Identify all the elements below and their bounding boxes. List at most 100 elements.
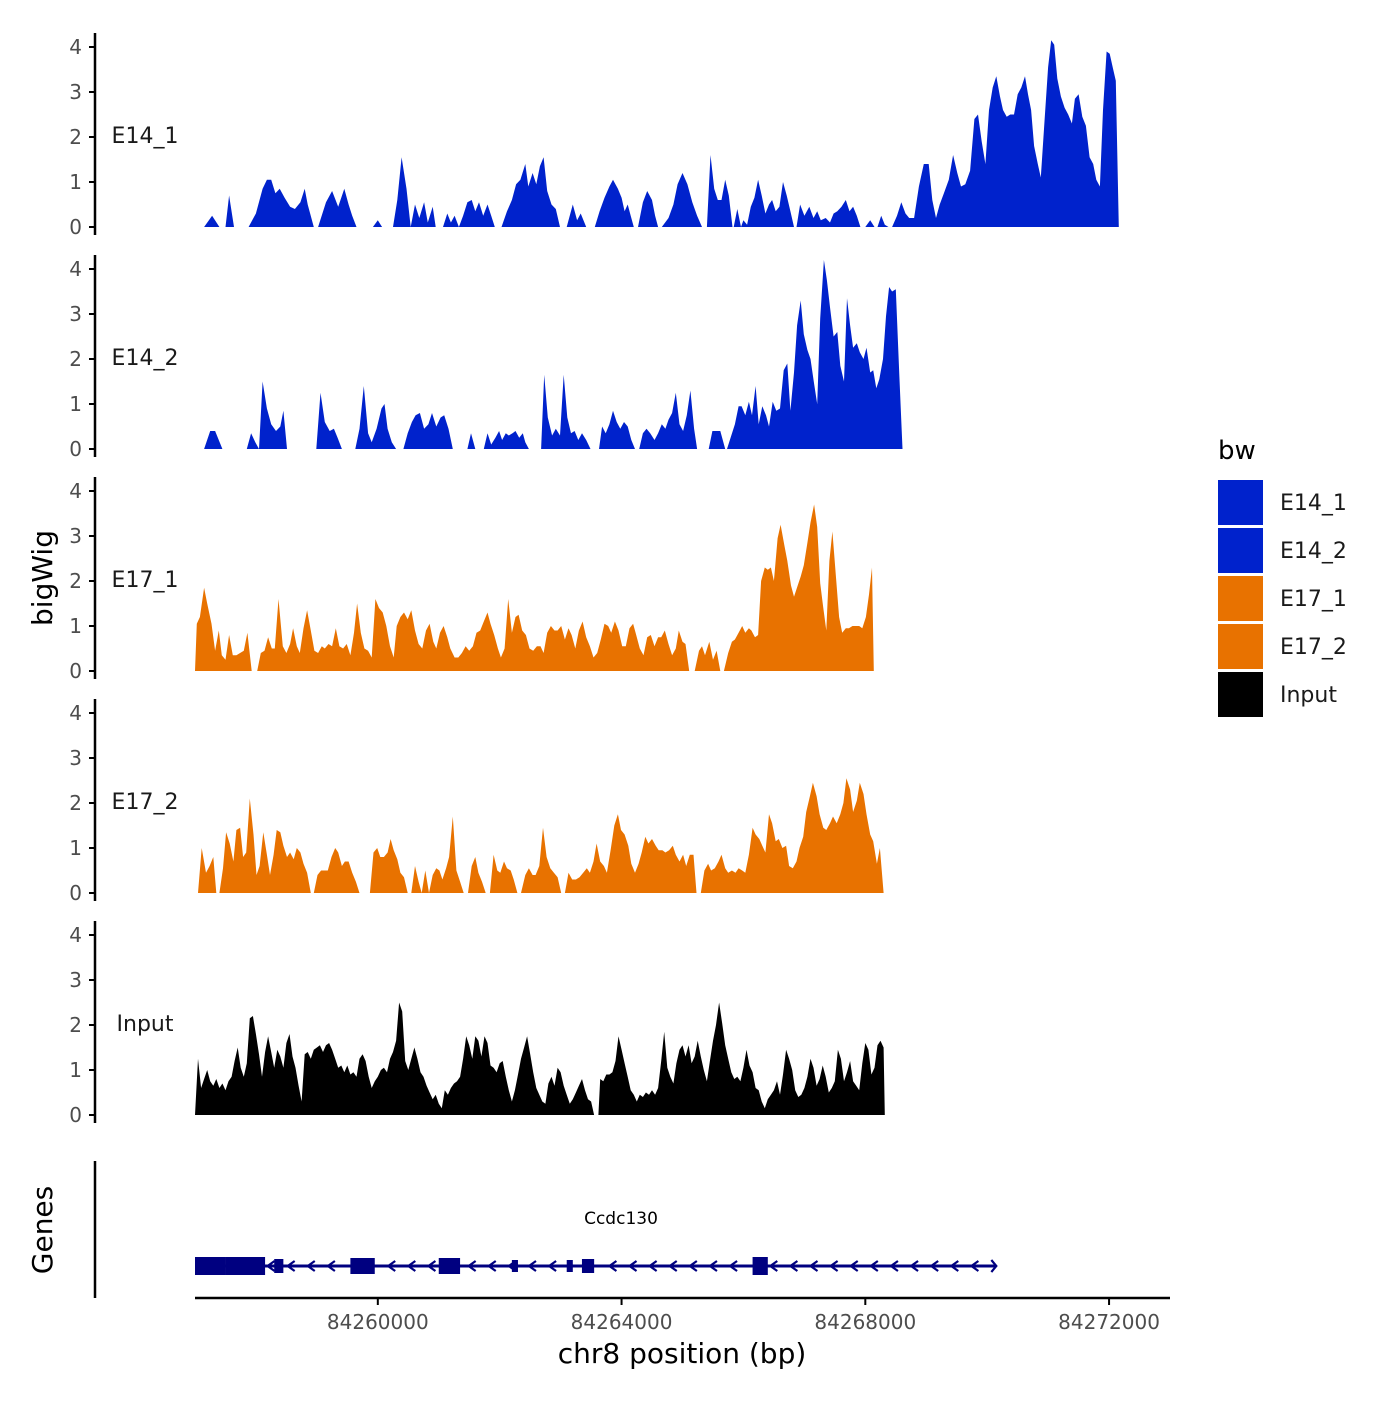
legend-key	[1218, 576, 1263, 621]
track-e17-1: 0 1 2 3 4 E17_1	[69, 477, 874, 683]
y-tick-label: 2	[69, 125, 82, 149]
y-tick-label: 1	[69, 614, 82, 638]
track-label: E17_1	[112, 568, 179, 593]
track-label: E14_1	[112, 124, 179, 149]
strand-arrow	[607, 1260, 618, 1272]
track-e17-2: 0 1 2 3 4 E17_2	[69, 699, 884, 905]
strand-arrow	[627, 1260, 638, 1272]
legend-title: bw	[1218, 436, 1256, 466]
gene-label: Ccdc130	[584, 1209, 658, 1229]
strand-arrow	[949, 1260, 959, 1272]
y-tick-label: 4	[69, 35, 82, 59]
x-tick-label: 84272000	[1058, 1310, 1160, 1334]
legend: bw E14_1 E14_2 E17_1 E17_2 Input	[1218, 436, 1347, 717]
strand-arrow	[547, 1260, 557, 1272]
gene-exon	[566, 1260, 573, 1272]
track-e14-1: 0 1 2 3 4 E14_1	[69, 33, 1119, 239]
legend-label: E17_2	[1280, 635, 1347, 660]
strand-arrow	[305, 1260, 316, 1272]
x-tick-label: 84260000	[327, 1310, 429, 1334]
x-tick-label: 84268000	[814, 1310, 916, 1334]
coverage-area	[204, 40, 1119, 228]
strand-arrow	[808, 1260, 819, 1272]
strand-arrow	[788, 1260, 799, 1272]
legend-label: Input	[1280, 683, 1337, 708]
strand-arrow	[325, 1260, 336, 1272]
y-tick-label: 2	[69, 1013, 82, 1037]
coverage-area	[195, 1002, 885, 1115]
gene-exon	[274, 1259, 284, 1273]
y-tick-label: 2	[69, 791, 82, 815]
strand-arrow	[708, 1260, 718, 1272]
strand-arrow	[265, 1260, 276, 1272]
legend-key	[1218, 672, 1263, 717]
strand-arrow	[828, 1260, 839, 1272]
y-tick-label: 1	[69, 1058, 82, 1082]
strand-arrow	[868, 1260, 879, 1272]
strand-arrow	[909, 1260, 919, 1272]
strand-arrow	[486, 1260, 497, 1272]
strand-arrow	[889, 1260, 899, 1272]
y-tick-label: 0	[69, 1103, 82, 1127]
track-label: Input	[117, 1012, 174, 1037]
legend-key	[1218, 528, 1263, 573]
y-tick-label: 4	[69, 701, 82, 725]
y-tick-label: 4	[69, 479, 82, 503]
y-tick-label: 0	[69, 881, 82, 905]
strand-arrow	[929, 1260, 939, 1272]
gene-exon	[195, 1257, 226, 1275]
y-tick-label: 0	[69, 437, 82, 461]
strand-arrow	[647, 1260, 658, 1272]
legend-key	[1218, 624, 1263, 669]
track-input: 0 1 2 3 4 Input	[69, 921, 885, 1127]
y-tick-label: 4	[69, 257, 82, 281]
genes-panel-title: Genes	[26, 1186, 59, 1274]
legend-label: E14_2	[1280, 539, 1347, 564]
strand-arrow	[687, 1260, 698, 1272]
strand-arrow	[728, 1260, 738, 1272]
track-label: E17_2	[112, 790, 179, 815]
track-e14-2: 0 1 2 3 4 E14_2	[69, 255, 903, 461]
y-axis-title: bigWig	[26, 530, 59, 626]
strand-arrow	[768, 1260, 778, 1272]
coverage-area	[204, 260, 903, 449]
strand-arrow	[506, 1260, 517, 1272]
y-tick-label: 1	[69, 836, 82, 860]
y-tick-label: 2	[69, 569, 82, 593]
track-label: E14_2	[112, 346, 179, 371]
x-axis-title: chr8 position (bp)	[558, 1337, 807, 1370]
y-tick-label: 3	[69, 80, 82, 104]
y-tick-label: 4	[69, 923, 82, 947]
strand-arrow	[848, 1260, 859, 1272]
gene-exon	[511, 1260, 518, 1272]
gene-model-ccdc130	[195, 1257, 998, 1275]
gene-exon	[225, 1257, 266, 1275]
coverage-area	[198, 778, 884, 893]
strand-arrow	[406, 1260, 416, 1272]
y-tick-label: 1	[69, 392, 82, 416]
legend-key	[1218, 480, 1263, 525]
y-tick-label: 3	[69, 524, 82, 548]
x-axis: chr8 position (bp) 84260000 84264000 84268…	[195, 1296, 1170, 1370]
y-tick-label: 3	[69, 302, 82, 326]
y-tick-label: 0	[69, 659, 82, 683]
tracks-layer: 0 1 2 3 4 E14_1 0 1 2 3 4 E14_2 0 1 2 3 4 E17_1 0 1 2 3 4 E17_2…	[69, 33, 1119, 1127]
y-tick-label: 1	[69, 170, 82, 194]
legend-label: E17_1	[1280, 587, 1347, 612]
y-tick-label: 0	[69, 215, 82, 239]
strand-arrow	[527, 1260, 537, 1272]
gene-end-cap	[990, 1259, 998, 1273]
y-tick-label: 3	[69, 746, 82, 770]
gene-exon	[350, 1258, 375, 1274]
x-tick-label: 84264000	[571, 1310, 673, 1334]
strand-arrow	[285, 1260, 296, 1272]
gene-exon	[752, 1257, 768, 1275]
genes-panel: Genes Ccdc130	[26, 1161, 998, 1298]
strand-arrow	[386, 1260, 396, 1272]
gene-exon	[438, 1258, 461, 1274]
strand-arrow	[667, 1260, 678, 1272]
strand-arrow	[466, 1260, 477, 1272]
coverage-area	[195, 504, 874, 671]
